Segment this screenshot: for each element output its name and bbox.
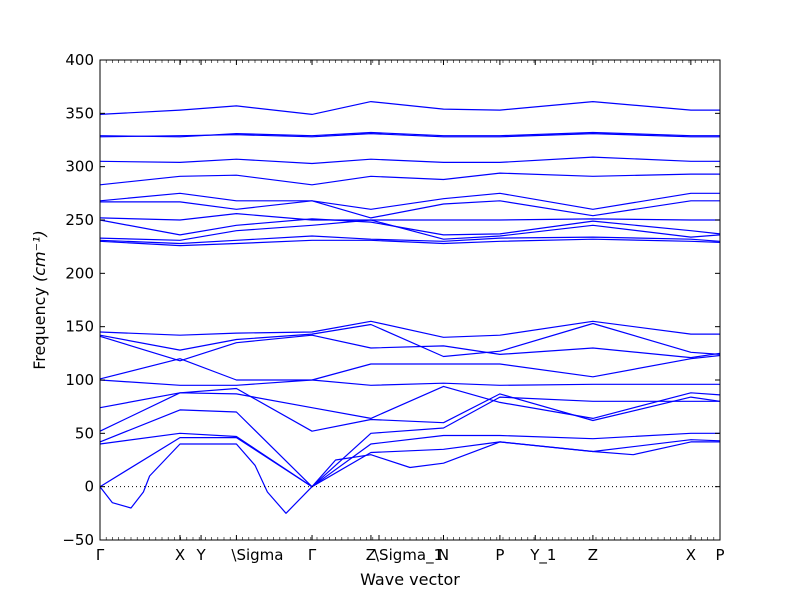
x-tick-label: Y (195, 546, 206, 564)
band-line-16 (99, 358, 720, 386)
y-axis-label-text: Frequency (30, 287, 49, 370)
y-tick-label: 100 (65, 371, 94, 389)
band-line-20 (99, 396, 720, 488)
y-axis-label: Frequency (cm⁻¹) (30, 230, 49, 369)
band-line-22 (99, 437, 721, 488)
band-line-3 (99, 133, 720, 138)
x-tick-label: Γ (308, 546, 317, 564)
band-line-15 (99, 334, 721, 362)
band-line-14 (99, 322, 721, 358)
x-axis-ticks: Γ X Y \Sigma Γ Z\Sigma_1N P Y_1 Z X P (96, 60, 725, 565)
band-line-23 (99, 441, 720, 514)
band-line-5 (99, 172, 720, 186)
y-tick-label: 150 (65, 318, 94, 336)
plot-area (99, 100, 721, 514)
y-tick-label: 300 (65, 158, 94, 176)
y-tick-label: 0 (84, 478, 94, 496)
band-line-11 (99, 235, 721, 245)
band-line-21 (99, 432, 720, 488)
band-line-17 (99, 354, 721, 386)
y-axis-label-unit: (cm⁻¹) (30, 230, 49, 282)
x-tick-label: Γ (96, 546, 105, 564)
x-tick-label: N (438, 546, 449, 564)
y-tick-label: 250 (65, 211, 94, 229)
band-line-10 (99, 219, 721, 241)
y-axis-ticks: −50 0 50 100 150 200 250 300 350 400 (62, 51, 720, 549)
x-tick-label: Y_1 (529, 546, 556, 565)
y-tick-label: 350 (65, 104, 94, 122)
band-line-8 (99, 213, 720, 221)
x-axis-label: Wave vector (360, 570, 460, 589)
band-line-7 (100, 200, 720, 219)
band-line-1 (99, 100, 720, 116)
y-tick-label: 50 (75, 424, 94, 442)
x-tick-label: \Sigma (231, 546, 283, 564)
x-tick-label: P (495, 546, 504, 564)
band-line-19 (99, 387, 721, 432)
x-tick-label: \Sigma_1 (374, 546, 443, 565)
y-tick-label: −50 (62, 531, 94, 549)
band-line-12 (99, 238, 721, 247)
y-tick-label: 400 (65, 51, 94, 69)
x-tick-label: X (175, 546, 185, 564)
x-tick-label: X (686, 546, 696, 564)
x-tick-label: Z (588, 546, 598, 564)
y-tick-label: 200 (65, 264, 94, 282)
band-line-4 (99, 156, 720, 165)
x-tick-label: Z (366, 546, 376, 564)
band-line-6 (99, 192, 720, 210)
band-line-13 (99, 320, 720, 338)
band-line-18 (99, 385, 721, 419)
x-tick-label: P (715, 546, 724, 564)
band-line-9 (99, 218, 721, 236)
